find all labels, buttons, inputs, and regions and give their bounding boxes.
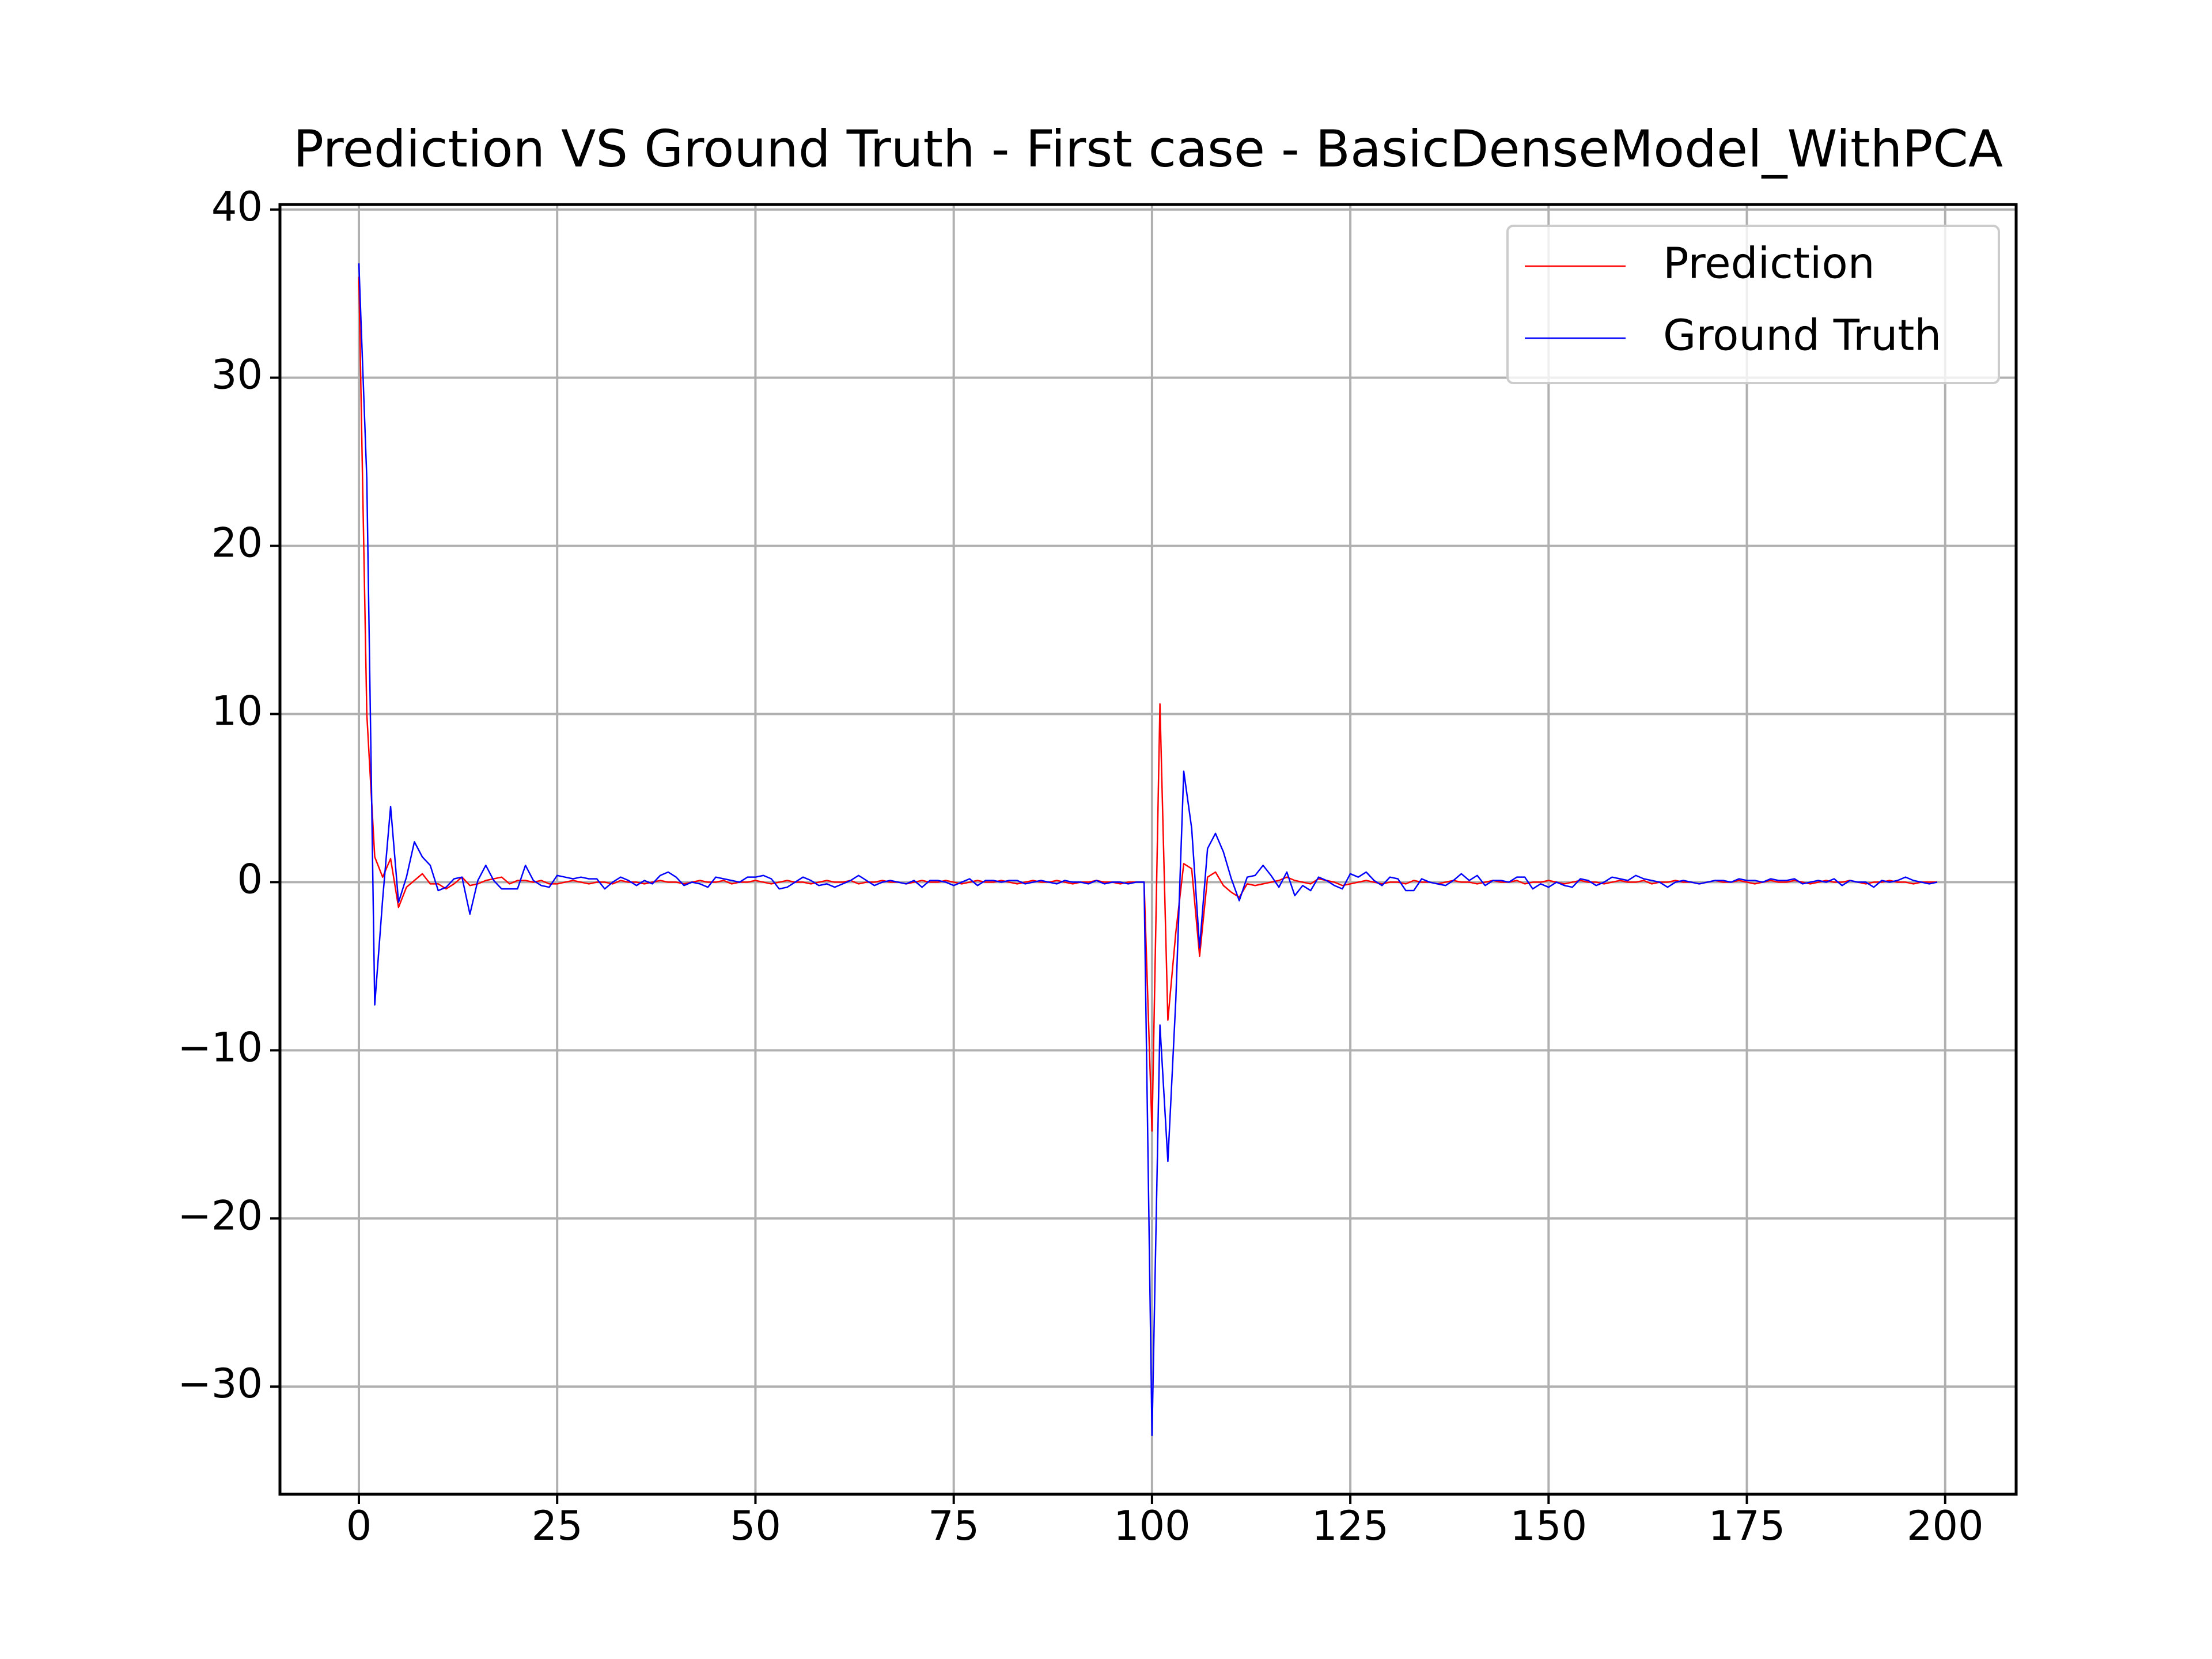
y-tick-label: −30: [177, 1360, 263, 1407]
x-tick-label: 175: [1709, 1502, 1786, 1550]
y-tick-label: 0: [237, 855, 263, 903]
y-tick-label: 40: [211, 183, 263, 230]
axes-frame: [278, 203, 2018, 1496]
chart-title: Prediction VS Ground Truth - First case …: [293, 119, 2003, 179]
legend-box: [1506, 225, 2000, 384]
x-tick-label: 0: [346, 1502, 372, 1550]
x-tick-label: 100: [1113, 1502, 1191, 1550]
x-tick-label: 200: [1907, 1502, 1984, 1550]
x-tick-label: 25: [532, 1502, 583, 1550]
legend: Prediction Ground Truth: [1506, 225, 2000, 384]
x-tick-label: 50: [730, 1502, 781, 1550]
x-tick-label: 75: [928, 1502, 979, 1550]
y-tick-label: −10: [177, 1024, 263, 1071]
x-tick-label: 150: [1510, 1502, 1588, 1550]
legend-label: Prediction: [1663, 239, 1875, 289]
y-tick-label: 10: [211, 688, 263, 735]
y-tick-label: 20: [211, 520, 263, 567]
data-line: [358, 263, 1938, 1437]
x-tick-label: 125: [1312, 1502, 1389, 1550]
legend-label: Ground Truth: [1663, 311, 1941, 361]
data-line: [358, 276, 1937, 1132]
y-tick-label: −20: [177, 1192, 263, 1239]
y-tick-label: 30: [211, 351, 263, 399]
